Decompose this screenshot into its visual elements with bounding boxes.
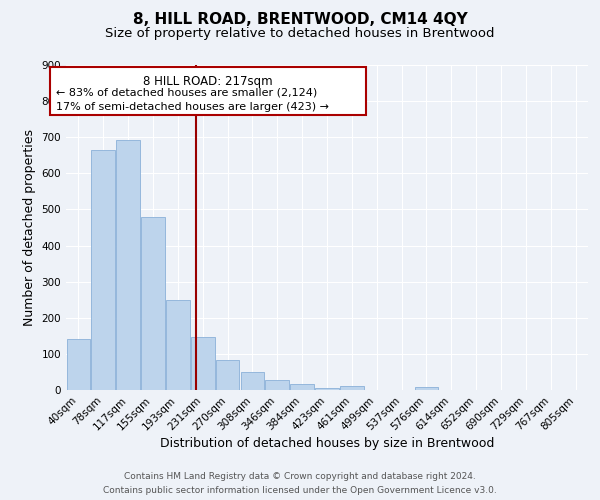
Text: Contains HM Land Registry data © Crown copyright and database right 2024.: Contains HM Land Registry data © Crown c… — [124, 472, 476, 481]
Bar — [340, 386, 364, 390]
Bar — [67, 340, 90, 390]
Bar — [216, 360, 239, 390]
Bar — [315, 388, 339, 390]
Bar — [191, 336, 215, 390]
Bar — [241, 372, 264, 390]
X-axis label: Distribution of detached houses by size in Brentwood: Distribution of detached houses by size … — [160, 438, 494, 450]
Bar — [166, 300, 190, 390]
Text: 8, HILL ROAD, BRENTWOOD, CM14 4QY: 8, HILL ROAD, BRENTWOOD, CM14 4QY — [133, 12, 467, 28]
Text: 17% of semi-detached houses are larger (423) →: 17% of semi-detached houses are larger (… — [56, 102, 329, 112]
Text: 8 HILL ROAD: 217sqm: 8 HILL ROAD: 217sqm — [143, 74, 273, 88]
FancyBboxPatch shape — [50, 66, 366, 116]
Bar — [265, 380, 289, 390]
Bar — [116, 140, 140, 390]
Text: Size of property relative to detached houses in Brentwood: Size of property relative to detached ho… — [105, 28, 495, 40]
Bar — [141, 216, 165, 390]
Bar — [415, 387, 438, 390]
Text: Contains public sector information licensed under the Open Government Licence v3: Contains public sector information licen… — [103, 486, 497, 495]
Y-axis label: Number of detached properties: Number of detached properties — [23, 129, 36, 326]
Text: ← 83% of detached houses are smaller (2,124): ← 83% of detached houses are smaller (2,… — [56, 88, 317, 98]
Bar — [91, 150, 115, 390]
Bar — [290, 384, 314, 390]
